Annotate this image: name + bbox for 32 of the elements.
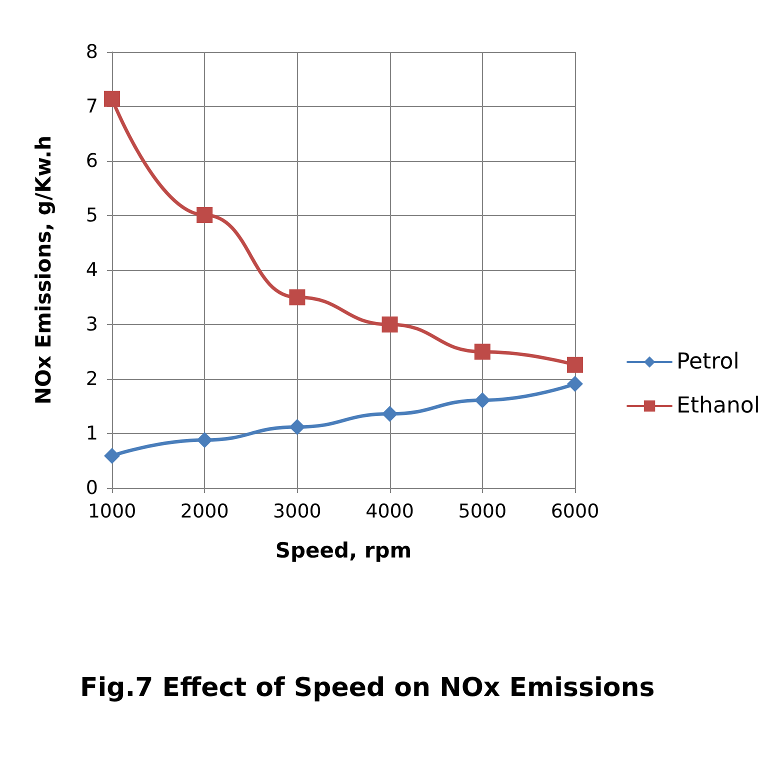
y-tick-label: 5 <box>86 204 98 226</box>
y-tick-label: 2 <box>86 368 98 390</box>
point <box>474 392 490 408</box>
y-tick-label: 1 <box>86 422 98 444</box>
text: Fig.7 Effect of Speed on NOx Emissions <box>80 673 655 703</box>
point <box>289 418 306 435</box>
point <box>104 448 120 464</box>
y-tick-label: 7 <box>86 96 98 118</box>
point <box>474 344 490 360</box>
y-tick-label: 4 <box>86 259 98 281</box>
point <box>567 356 583 373</box>
point <box>196 432 213 448</box>
point <box>567 376 583 392</box>
point <box>104 90 120 107</box>
point <box>196 206 213 223</box>
x-tick-label: 2000 <box>180 500 229 522</box>
x-tick-label: 1000 <box>88 500 136 522</box>
point <box>382 316 398 332</box>
y-tick-label: 8 <box>86 41 98 63</box>
y-tick-label: 6 <box>86 150 98 172</box>
y-tick-label: 0 <box>86 477 98 499</box>
y-tick-label: 3 <box>86 314 98 336</box>
x-tick-label: 5000 <box>458 500 507 522</box>
x-tick-label: 3000 <box>273 500 322 522</box>
y-axis-title: NOx Emissions, g/Kw.h <box>32 135 56 405</box>
legend-label: Petrol <box>676 350 740 374</box>
x-axis-title: Speed, rpm <box>275 538 412 562</box>
x-tick-label: 4000 <box>366 500 414 522</box>
point <box>382 406 398 422</box>
x-tick-label: 6000 <box>550 500 600 522</box>
legend-label: Ethanol <box>676 394 760 418</box>
point <box>289 289 306 306</box>
